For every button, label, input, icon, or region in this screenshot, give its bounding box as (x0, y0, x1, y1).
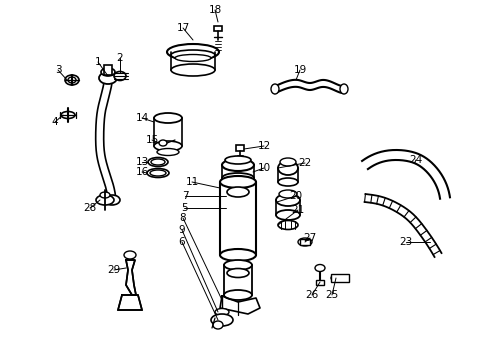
FancyBboxPatch shape (236, 145, 244, 151)
Ellipse shape (157, 148, 179, 156)
Ellipse shape (330, 275, 338, 281)
Ellipse shape (101, 68, 115, 76)
Ellipse shape (213, 321, 223, 329)
Ellipse shape (226, 187, 248, 197)
Ellipse shape (275, 210, 299, 220)
Text: 4: 4 (52, 117, 58, 127)
Text: 21: 21 (291, 205, 304, 215)
Text: 26: 26 (305, 290, 318, 300)
Ellipse shape (114, 72, 126, 81)
Ellipse shape (167, 44, 219, 60)
Ellipse shape (278, 161, 297, 175)
Polygon shape (96, 80, 116, 201)
Polygon shape (126, 260, 136, 295)
Polygon shape (118, 295, 142, 310)
Text: 7: 7 (182, 191, 188, 201)
Text: 20: 20 (289, 191, 302, 201)
Ellipse shape (215, 309, 228, 315)
Text: 13: 13 (135, 157, 148, 167)
Ellipse shape (224, 156, 250, 164)
Ellipse shape (171, 64, 215, 76)
Text: 16: 16 (135, 167, 148, 177)
Text: 17: 17 (176, 23, 189, 33)
Text: 1: 1 (95, 57, 101, 67)
Ellipse shape (280, 158, 295, 166)
Ellipse shape (270, 84, 279, 94)
FancyBboxPatch shape (299, 239, 309, 245)
Text: 12: 12 (257, 141, 270, 151)
Text: 24: 24 (408, 155, 422, 165)
Text: 23: 23 (399, 237, 412, 247)
Ellipse shape (275, 194, 299, 206)
Ellipse shape (124, 251, 136, 259)
Ellipse shape (148, 158, 168, 166)
Ellipse shape (314, 265, 325, 271)
FancyBboxPatch shape (330, 274, 348, 282)
Text: 19: 19 (293, 65, 306, 75)
Ellipse shape (278, 178, 297, 186)
Ellipse shape (278, 220, 297, 230)
Ellipse shape (104, 195, 120, 205)
FancyBboxPatch shape (214, 26, 222, 31)
Ellipse shape (224, 260, 251, 270)
Text: 14: 14 (135, 113, 148, 123)
Text: 2: 2 (117, 53, 123, 63)
Ellipse shape (171, 50, 215, 60)
Text: 10: 10 (257, 163, 270, 173)
Text: 6: 6 (178, 237, 185, 247)
Ellipse shape (68, 77, 76, 83)
Text: 9: 9 (178, 225, 185, 235)
Ellipse shape (154, 113, 182, 123)
Text: 29: 29 (107, 265, 121, 275)
Ellipse shape (222, 159, 253, 171)
Text: 18: 18 (208, 5, 221, 15)
Ellipse shape (151, 159, 164, 165)
Ellipse shape (175, 54, 210, 62)
Text: 27: 27 (303, 233, 316, 243)
Ellipse shape (159, 140, 167, 146)
Ellipse shape (150, 170, 165, 176)
Ellipse shape (226, 269, 248, 278)
Text: 5: 5 (181, 203, 187, 213)
Text: 25: 25 (325, 290, 338, 300)
Ellipse shape (210, 314, 232, 326)
Text: 8: 8 (179, 213, 186, 223)
Ellipse shape (279, 190, 296, 198)
Text: 15: 15 (145, 135, 158, 145)
Ellipse shape (220, 249, 256, 261)
Ellipse shape (61, 112, 75, 118)
Ellipse shape (222, 173, 253, 183)
Ellipse shape (65, 75, 79, 85)
Ellipse shape (297, 238, 311, 246)
Ellipse shape (339, 84, 347, 94)
Text: 3: 3 (55, 65, 61, 75)
Ellipse shape (99, 72, 117, 84)
Ellipse shape (96, 195, 114, 205)
Text: 11: 11 (185, 177, 198, 187)
Ellipse shape (224, 290, 251, 300)
Ellipse shape (100, 192, 110, 198)
FancyBboxPatch shape (315, 279, 324, 284)
Ellipse shape (154, 141, 182, 151)
Text: 28: 28 (83, 203, 97, 213)
Ellipse shape (220, 176, 256, 188)
Text: 22: 22 (298, 158, 311, 168)
Ellipse shape (147, 168, 169, 177)
FancyBboxPatch shape (104, 65, 112, 75)
